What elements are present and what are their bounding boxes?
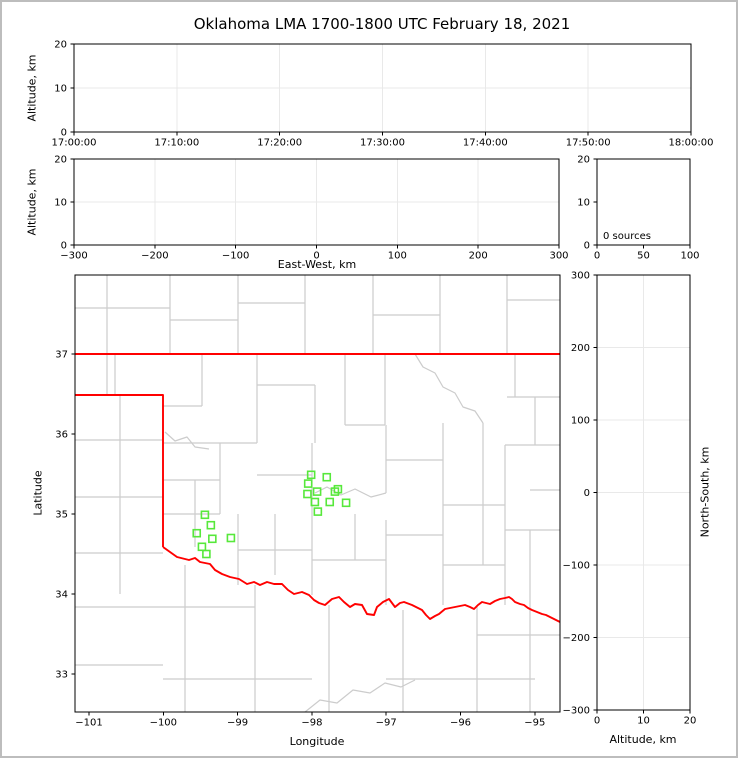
station-marker: [202, 549, 211, 559]
x-tick-label: 18:00:00: [669, 138, 714, 149]
x-tick-label: 300: [549, 251, 568, 262]
x-tick-label: 200: [469, 251, 488, 262]
county-border-line: [304, 679, 416, 713]
county-border-line: [164, 431, 210, 450]
x-tick-label: 17:20:00: [257, 138, 302, 149]
x-tick-label: 100: [388, 251, 407, 262]
x-tick-label: 0: [594, 251, 600, 262]
y-tick-label: 0: [61, 128, 67, 139]
source-count-annotation: 0 sources: [603, 231, 651, 242]
x-tick-label: 17:30:00: [360, 138, 405, 149]
y-tick-label: 36: [55, 430, 68, 441]
x-tick-label: 10: [637, 716, 650, 727]
y-tick-label: 33: [55, 670, 68, 681]
x-tick-label: −100: [150, 718, 177, 729]
y-tick-label: 0: [584, 488, 590, 499]
y-tick-label: 200: [571, 343, 590, 354]
y-tick-label: 10: [54, 198, 67, 209]
y-tick-label: −200: [563, 633, 590, 644]
x-tick-label: 0: [313, 251, 319, 262]
time-height-ylabel: Altitude, km: [25, 54, 39, 122]
x-tick-label: 50: [637, 251, 650, 262]
x-tick-label: −96: [450, 718, 471, 729]
station-marker: [226, 533, 236, 543]
station-marker: [313, 507, 323, 516]
y-tick-label: 37: [55, 350, 68, 361]
station-marker: [306, 470, 316, 480]
y-tick-label: 34: [55, 590, 68, 601]
map-latitude-label: Latitude: [31, 470, 45, 516]
x-tick-label: −99: [227, 718, 248, 729]
y-tick-label: 10: [577, 198, 590, 209]
ns-height-ylabel: North-South, km: [698, 446, 712, 538]
county-border-line: [314, 486, 387, 498]
map-longitude-label: Longitude: [289, 735, 345, 748]
station-marker: [303, 489, 312, 499]
x-tick-label: −95: [524, 718, 545, 729]
ew-height-xlabel: East-West, km: [277, 258, 357, 271]
station-marker: [200, 510, 210, 520]
station-marker: [325, 497, 335, 507]
source-histogram-panel: 0 50 100 0 10 20: [577, 155, 699, 262]
station-marker: [208, 534, 217, 544]
station-marker: [333, 484, 343, 494]
y-tick-label: −300: [563, 706, 590, 717]
y-tick-label: 0: [61, 241, 67, 252]
y-tick-label: −100: [563, 561, 590, 572]
x-tick-label: 17:10:00: [154, 138, 199, 149]
x-tick-label: 100: [680, 251, 699, 262]
y-tick-label: 20: [54, 155, 67, 166]
x-tick-label: −100: [222, 251, 249, 262]
x-tick-label: −98: [301, 718, 322, 729]
x-tick-label: −97: [376, 718, 397, 729]
x-tick-label: −101: [75, 718, 102, 729]
ew-height-ylabel: Altitude, km: [25, 168, 39, 236]
y-tick-label: 0: [584, 241, 590, 252]
ns-height-xlabel: Altitude, km: [609, 733, 677, 746]
north-south-height-panel: 0 10 20 300 200 100 0 −100 −200 −300: [563, 271, 697, 727]
y-tick-label: 20: [54, 40, 67, 51]
x-tick-label: −300: [60, 251, 87, 262]
axes-frame: [74, 274, 561, 713]
x-tick-label: −200: [141, 251, 168, 262]
x-tick-label: 0: [594, 716, 600, 727]
x-tick-label: 17:50:00: [566, 138, 611, 149]
state-border-line: [75, 394, 164, 547]
station-marker: [192, 528, 202, 538]
x-tick-label: 17:00:00: [52, 138, 97, 149]
station-marker: [322, 472, 332, 482]
x-tick-label: 20: [684, 716, 697, 727]
state-border-line: [162, 546, 561, 623]
y-tick-label: 10: [54, 84, 67, 95]
county-border-line: [414, 353, 484, 424]
time-height-panel: 17:00:00 17:10:00 17:20:00 17:30:00 17:40:00…: [52, 40, 714, 149]
figure-title: Oklahoma LMA 1700-1800 UTC February 18, …: [193, 15, 571, 33]
station-marker: [341, 498, 351, 508]
x-tick-label: 17:40:00: [463, 138, 508, 149]
station-marker: [312, 487, 322, 496]
y-tick-label: 20: [577, 155, 590, 166]
station-marker: [197, 542, 207, 552]
station-marker: [303, 479, 313, 488]
y-tick-label: 300: [571, 271, 590, 282]
y-tick-label: 35: [55, 510, 68, 521]
y-tick-label: 100: [571, 416, 590, 427]
station-marker: [310, 497, 320, 507]
east-west-height-panel: −300 −200 −100 0 100 200 300 0 10 20: [54, 155, 568, 262]
plan-view-map-panel: −101 −100 −99 −98 −97 −96 −95 37 36 35 34 33: [55, 274, 561, 729]
station-marker: [206, 520, 216, 530]
